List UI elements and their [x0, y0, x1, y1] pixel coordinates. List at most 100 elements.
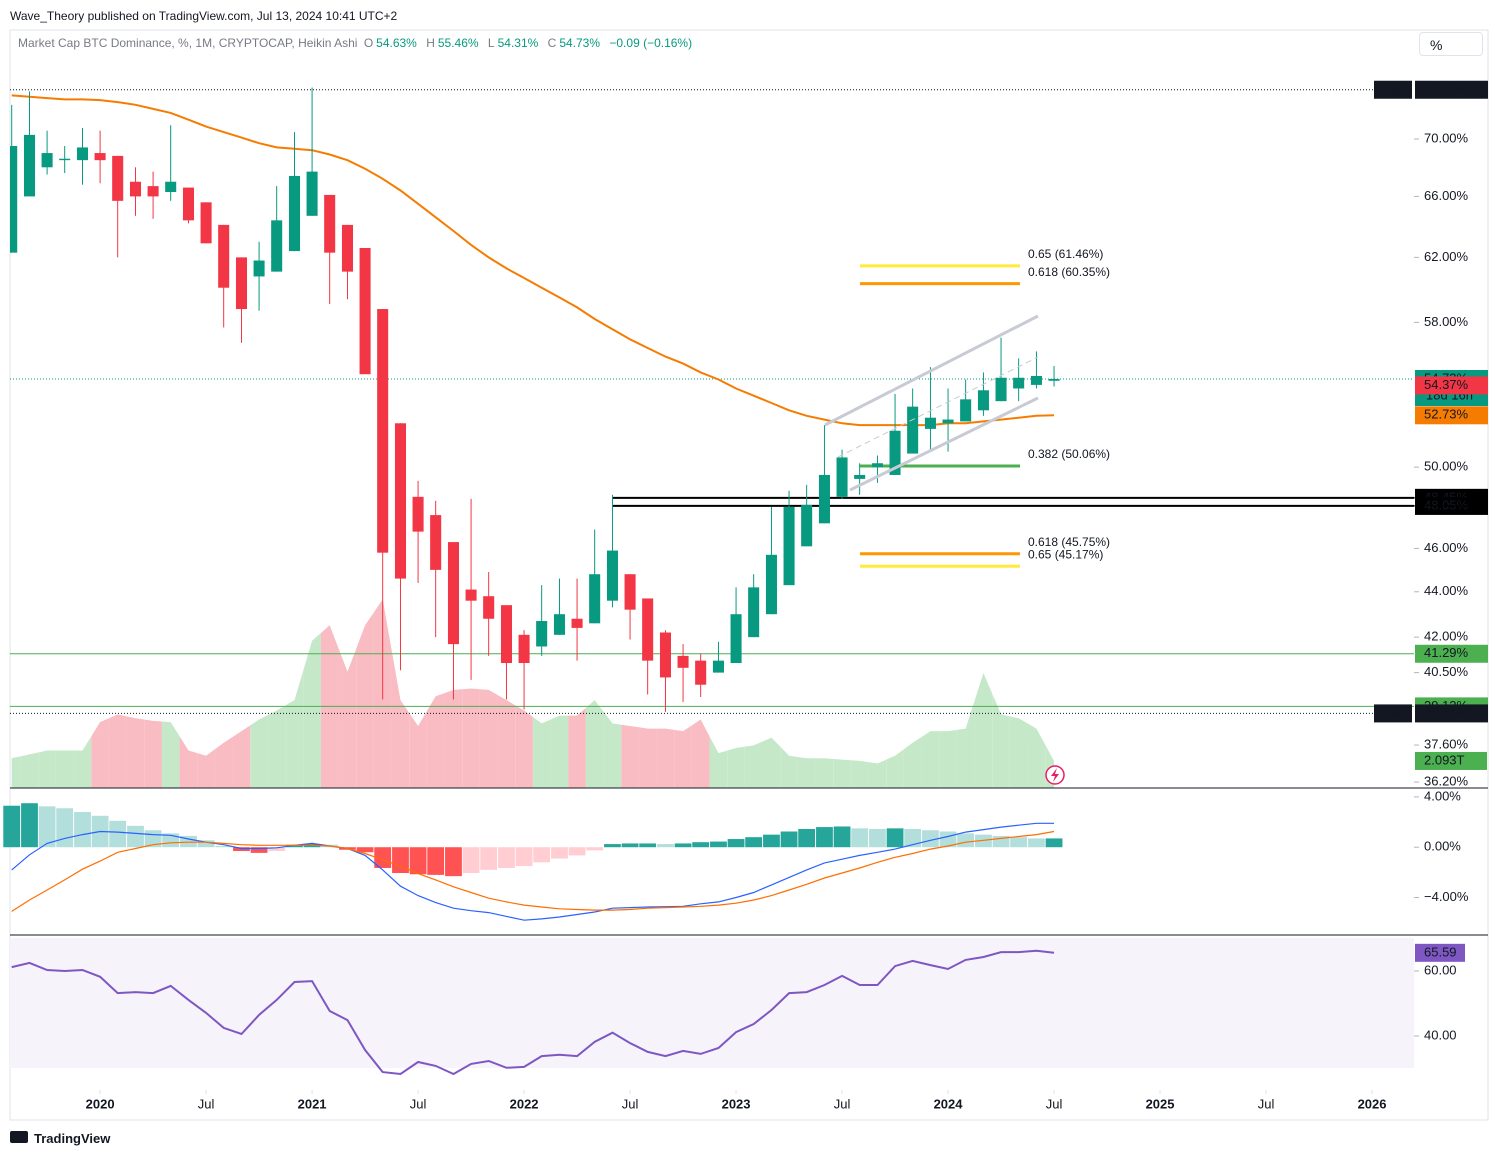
macd-histogram-bar — [109, 820, 127, 848]
macd-histogram-bar — [215, 845, 233, 848]
macd-histogram-bar — [533, 847, 551, 863]
level-label-box — [1415, 704, 1488, 723]
candle-body — [642, 598, 654, 661]
volume-area — [91, 718, 109, 788]
candle-body — [23, 134, 36, 197]
volume-area — [621, 724, 639, 788]
rsi-line — [11, 949, 1055, 1076]
candle-body — [1048, 378, 1060, 381]
scale-button[interactable]: % — [1419, 32, 1483, 56]
volume-area — [709, 736, 728, 788]
volume-area — [1027, 723, 1046, 788]
macd-histogram-bar — [816, 827, 833, 848]
volume-area — [762, 737, 781, 788]
volume-area — [179, 736, 198, 788]
macd-histogram-bar — [374, 847, 392, 868]
y-tick-label: 44.00% — [1424, 583, 1469, 598]
fib-label: 0.65 (61.46%) — [1028, 247, 1103, 261]
macd-histogram-bar — [268, 847, 286, 851]
candle-body — [748, 587, 760, 638]
volume-area — [780, 746, 798, 788]
volume-area — [479, 689, 498, 788]
volume-area — [939, 729, 957, 788]
macd-histogram-bar — [3, 805, 21, 848]
macd-histogram-bar — [1028, 838, 1045, 848]
candle-body — [412, 496, 424, 532]
candle-body — [536, 621, 548, 647]
volume-area — [638, 727, 657, 788]
macd-histogram-bar — [674, 843, 692, 848]
volume-area — [108, 714, 127, 788]
macd-histogram-bar — [445, 847, 462, 877]
macd-histogram-bar — [904, 828, 922, 848]
macd-line — [11, 830, 1055, 912]
macd-histogram-bar — [38, 806, 56, 848]
macd-histogram-bar — [233, 847, 250, 851]
fib-label: 0.618 (45.75%) — [1028, 535, 1110, 549]
symbol: Market Cap BTC Dominance, %, 1M, CRYPTOC… — [18, 36, 358, 50]
change: −0.09 (−0.16%) — [609, 36, 693, 50]
level-tag: Low — [1380, 705, 1404, 720]
macd-histogram-bar — [763, 834, 780, 848]
y-tick-label: 46.00% — [1424, 540, 1469, 555]
volume-area — [868, 759, 887, 788]
candle-body — [112, 155, 124, 201]
ohlc-value: 54.73% — [559, 36, 601, 50]
macd-histogram-bar — [1010, 837, 1028, 848]
macd-histogram-bar — [851, 828, 869, 848]
macd-histogram-bar — [957, 833, 975, 848]
level-tag-box — [1374, 704, 1412, 723]
x-tick-label: 2025 — [1146, 1096, 1175, 1111]
macd-pane: 4.00% 0.00% −4.00% — [3, 788, 1469, 921]
candle-body — [977, 390, 989, 411]
y-tick-label: 0.00% — [1424, 839, 1461, 854]
volume-area — [992, 693, 1010, 788]
candle-body — [235, 257, 248, 310]
x-tick-label: 2023 — [722, 1096, 751, 1111]
volume-area — [956, 700, 975, 788]
rsi-pane: 60.00 40.00 65.59 — [11, 943, 1465, 1076]
volume-area — [1009, 716, 1028, 788]
volume-area — [38, 750, 56, 788]
volume-area — [974, 673, 993, 788]
volume-area — [267, 705, 286, 788]
level-label-box — [1415, 376, 1488, 395]
volume-area — [197, 749, 215, 788]
published: Wave_Theory published on TradingView.com… — [10, 9, 398, 23]
volume-area — [515, 705, 533, 788]
y-tick-label: 50.00% — [1424, 459, 1469, 474]
y-tick-label: 42.00% — [1424, 629, 1469, 644]
volume-area — [20, 752, 39, 788]
candle-body — [818, 474, 830, 524]
candle-body — [801, 504, 813, 547]
candle-body — [1030, 375, 1042, 385]
candle-body — [871, 463, 883, 468]
moving-average — [11, 94, 1055, 427]
y-tick-label: 70.00% — [1424, 130, 1469, 145]
volume-area — [550, 715, 569, 788]
channel-line — [849, 396, 1039, 492]
level-label: 54.37% — [1424, 377, 1469, 392]
candle-body — [1013, 377, 1025, 389]
candle-body — [288, 175, 301, 252]
candle-body — [695, 660, 707, 685]
macd-line — [11, 822, 1054, 921]
x-tick-label: 2021 — [298, 1096, 327, 1111]
volume-area — [691, 719, 710, 788]
volume-area — [815, 758, 834, 788]
ohlc-value: 54.31% — [497, 36, 539, 50]
macd-histogram-bar — [727, 839, 745, 848]
candle-body — [659, 632, 671, 678]
macd-histogram-bar — [551, 847, 568, 859]
level-label-box — [1415, 644, 1488, 663]
volume-area — [656, 728, 675, 788]
volume-area — [11, 756, 21, 788]
candle-body — [624, 574, 636, 610]
level-tag: High — [1380, 81, 1407, 96]
candle-body — [59, 158, 71, 161]
ohlc-value: 54.63% — [376, 36, 417, 50]
macd-histogram-bar — [356, 847, 374, 853]
candle-body — [589, 574, 601, 624]
